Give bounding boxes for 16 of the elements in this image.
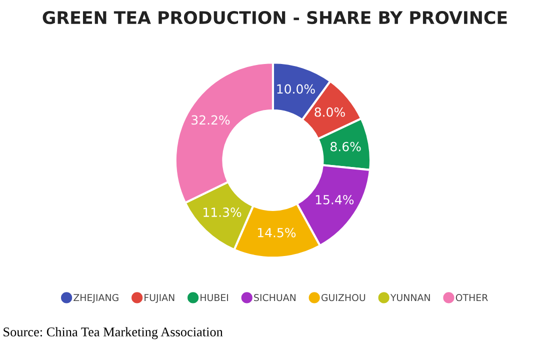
data-label: 14.5% xyxy=(258,228,296,238)
data-label: 11.3% xyxy=(204,208,242,217)
legend-label: GUIZHOU xyxy=(321,294,366,302)
legend-label: ZHEJIANG xyxy=(74,294,118,303)
chart-title: GREEN TEA PRODUCTION - SHARE BY PROVINCE xyxy=(42,10,507,24)
legend-label: YUNNAN xyxy=(390,294,430,302)
legend-label: FUJIAN xyxy=(144,294,174,303)
data-label: 10.0% xyxy=(277,84,315,94)
data-label: 32.2% xyxy=(192,115,230,125)
data-label: 8.0% xyxy=(314,107,345,117)
legend-label: OTHER xyxy=(456,294,488,302)
data-label: 8.6% xyxy=(330,142,361,152)
data-label: 15.4% xyxy=(316,194,354,204)
source-note: Source: China Tea Marketing Association xyxy=(4,327,223,340)
legend-label: SICHUAN xyxy=(254,294,296,302)
legend-label: HUBEI xyxy=(200,294,228,302)
